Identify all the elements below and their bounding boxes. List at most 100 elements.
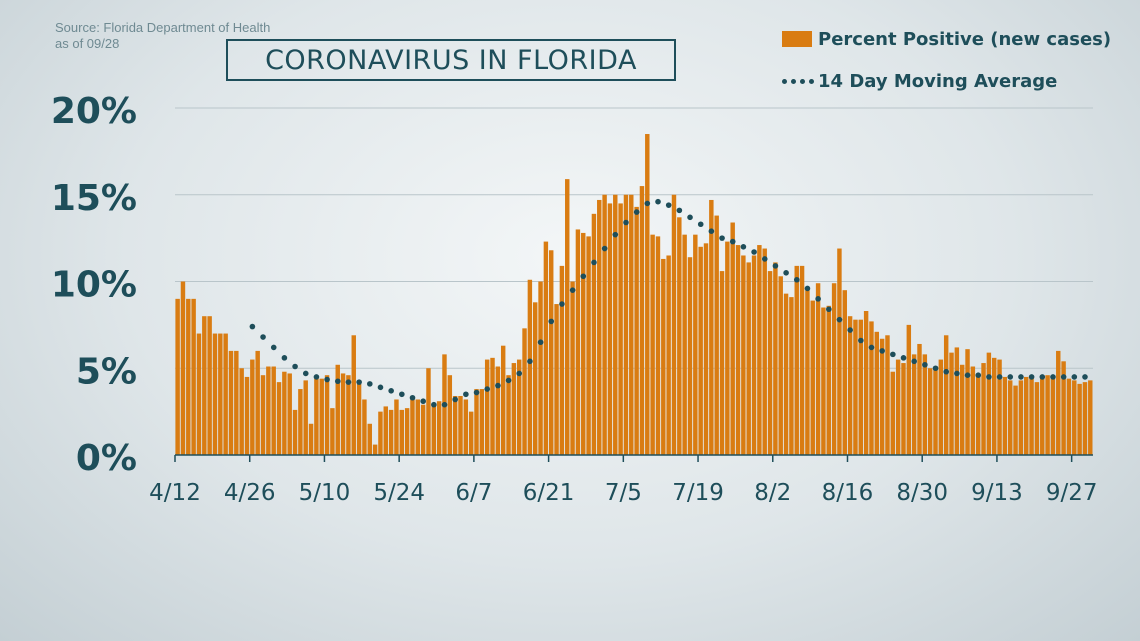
bar: [271, 366, 276, 455]
bar: [586, 236, 591, 455]
moving-average-point: [633, 209, 640, 215]
bar: [543, 241, 549, 455]
bar: [202, 316, 207, 455]
bar: [335, 364, 340, 455]
bar: [591, 213, 597, 455]
bar: [645, 134, 650, 455]
moving-average-point: [527, 358, 533, 365]
moving-average-point: [708, 228, 715, 234]
moving-average-point: [665, 202, 672, 208]
moving-average-point: [281, 355, 288, 361]
bar: [383, 406, 388, 455]
bar: [911, 354, 917, 455]
bar: [773, 262, 778, 455]
moving-average-point: [793, 276, 800, 283]
bar: [991, 357, 997, 455]
bar: [549, 250, 554, 455]
legend-label-bars: Percent Positive (new cases): [818, 28, 1112, 50]
bar: [719, 271, 725, 455]
bar: [319, 378, 324, 455]
legend-item-bars: Percent Positive (new cases): [782, 26, 1111, 52]
moving-average-point: [302, 370, 309, 377]
bar: [452, 396, 458, 455]
bar: [308, 423, 314, 455]
bar: [218, 333, 223, 455]
bar: [890, 371, 896, 455]
bar: [725, 241, 730, 455]
moving-average-point: [943, 368, 950, 375]
moving-average-point: [537, 339, 544, 346]
bar: [1029, 375, 1034, 455]
bar: [239, 368, 244, 455]
moving-average-point: [463, 391, 469, 398]
moving-average-point: [345, 379, 352, 385]
bar: [853, 319, 858, 455]
bar: [511, 363, 517, 455]
bar: [1024, 376, 1029, 455]
moving-average-point: [569, 287, 576, 293]
moving-average-point: [836, 316, 843, 323]
moving-average-point: [804, 285, 811, 292]
x-tick-label: 8/2: [754, 480, 791, 506]
moving-average-point: [697, 221, 704, 228]
bar: [255, 350, 260, 455]
bar: [458, 396, 463, 455]
moving-average-point: [399, 391, 405, 398]
moving-average-point: [740, 244, 747, 250]
bar: [666, 255, 671, 455]
bar: [565, 179, 570, 455]
bar: [324, 375, 330, 455]
x-tick-label: 4/26: [224, 480, 276, 506]
y-tick-label: 0%: [76, 438, 137, 479]
moving-average-point: [1060, 374, 1067, 380]
bar: [554, 304, 559, 455]
moving-average-point: [644, 200, 651, 207]
bar: [404, 408, 410, 455]
bar: [1056, 350, 1061, 455]
bar: [938, 359, 944, 455]
moving-average-point: [367, 381, 373, 387]
moving-average-point: [313, 374, 320, 380]
source-line: Source: Florida Department of Health: [55, 20, 271, 35]
x-tick-label: 8/16: [822, 480, 874, 506]
bar: [522, 328, 527, 455]
moving-average-point: [858, 337, 864, 344]
moving-average-point: [964, 372, 971, 378]
moving-average-point: [420, 398, 426, 405]
y-tick-label: 5%: [76, 351, 137, 392]
bar: [970, 366, 976, 455]
moving-average-point: [847, 327, 853, 333]
bar: [399, 409, 404, 455]
moving-average-point: [484, 386, 491, 392]
bar: [260, 375, 266, 455]
bar: [1072, 380, 1077, 455]
bar: [831, 283, 837, 455]
x-tick-label: 4/12: [149, 480, 201, 506]
bar: [597, 199, 602, 455]
moving-average-point: [559, 301, 565, 307]
bar: [677, 217, 682, 455]
x-tick-label: 5/10: [299, 480, 351, 506]
bar: [340, 373, 346, 455]
bar: [223, 333, 228, 455]
bar: [949, 352, 954, 455]
bar: [191, 298, 196, 455]
x-tick-label: 7/19: [672, 480, 724, 506]
moving-average-point: [719, 235, 725, 241]
moving-average-point: [495, 382, 501, 389]
bar: [906, 324, 912, 456]
legend-label-line: 14 Day Moving Average: [818, 70, 1058, 92]
moving-average-point: [548, 318, 555, 325]
bar: [922, 354, 928, 455]
moving-average-point: [751, 249, 757, 255]
bar: [532, 302, 538, 455]
bar: [933, 366, 938, 455]
bar: [975, 373, 981, 455]
bar: [751, 255, 757, 455]
moving-average-point: [676, 207, 683, 214]
moving-average-point: [783, 270, 789, 276]
bar: [1061, 361, 1066, 455]
bar: [730, 222, 735, 455]
bar: [863, 311, 869, 455]
